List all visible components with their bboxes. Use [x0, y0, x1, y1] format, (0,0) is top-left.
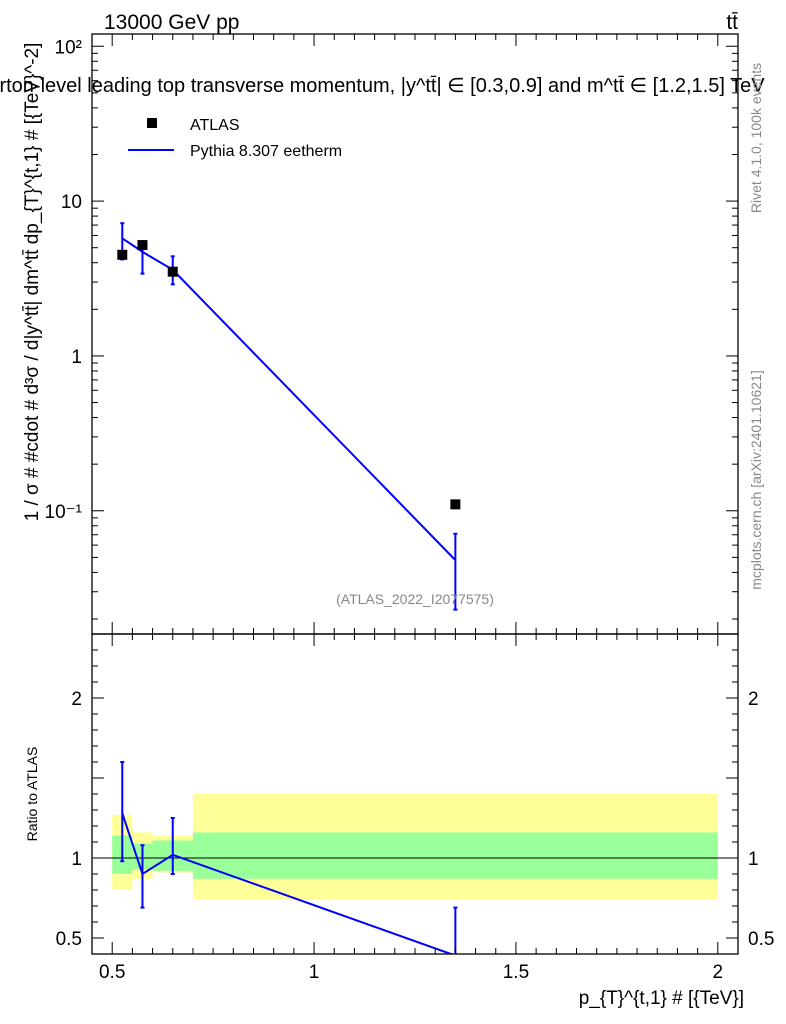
x-tick-label: 1 — [309, 962, 320, 983]
ratio-y-tick-label-left: 0.5 — [56, 929, 82, 950]
ratio-y-axis-title: Ratio to ATLAS — [24, 747, 40, 842]
ratio-plot-area — [92, 761, 738, 954]
x-tick-label: 1.5 — [503, 962, 529, 983]
main-mc-line — [121, 237, 457, 561]
ratio-y-tick-label-right: 0.5 — [748, 929, 774, 950]
main-y-tick-label: 1 — [71, 347, 82, 368]
main-y-tick-label: 10⁻¹ — [45, 502, 83, 523]
ratio-band-inner-3 — [192, 832, 718, 879]
legend: ATLAS Pythia 8.307 eetherm — [128, 117, 342, 160]
x-tick-label: 0.5 — [99, 962, 125, 983]
analysis-id: (ATLAS_2022_I2077575) — [336, 591, 494, 607]
main-y-axis-title: 1 / σ # #cdot # d³σ / d|y^tt̄| dm^tt̄ dp… — [22, 43, 43, 522]
process-label: tt̄ — [726, 11, 738, 34]
legend-data-label: ATLAS — [190, 117, 240, 134]
ratio-y-tick-label-right: 2 — [748, 689, 759, 710]
ratio-y-tick-label-right: 1 — [748, 849, 759, 870]
plot-title: Parton-level leading top transverse mome… — [0, 75, 765, 97]
main-panel-frame — [91, 33, 739, 635]
ratio-y-tick-label-left: 2 — [71, 689, 82, 710]
ratio-y-tick-label-left: 1 — [71, 849, 82, 870]
x-axis-title: p_{T}^{t,1} # [{TeV}] — [579, 988, 744, 1009]
x-tick-label: 2 — [713, 962, 724, 983]
energy-label: 13000 GeV pp — [104, 11, 239, 34]
rivet-label: Rivet 4.1.0, 100k events — [748, 63, 764, 213]
atlas-data-point-1 — [137, 240, 148, 251]
legend-data-marker — [147, 118, 157, 128]
mcplots-label: mcplots.cern.ch [arXiv:2401.10621] — [748, 370, 764, 589]
axes: 0.5 1 1.5 2 10² 10 1 10⁻¹ 0.5 0.5 1 1 2 2 — [45, 34, 774, 983]
main-y-tick-label: 10 — [61, 192, 82, 213]
atlas-data-point-0 — [117, 249, 128, 260]
legend-mc-label: Pythia 8.307 eetherm — [190, 143, 342, 160]
main-plot-area — [117, 222, 461, 611]
main-y-tick-label: 10² — [55, 37, 82, 58]
atlas-data-point-2 — [167, 266, 178, 277]
ratio-mc-line — [121, 812, 454, 954]
atlas-data-point-3 — [450, 499, 461, 510]
